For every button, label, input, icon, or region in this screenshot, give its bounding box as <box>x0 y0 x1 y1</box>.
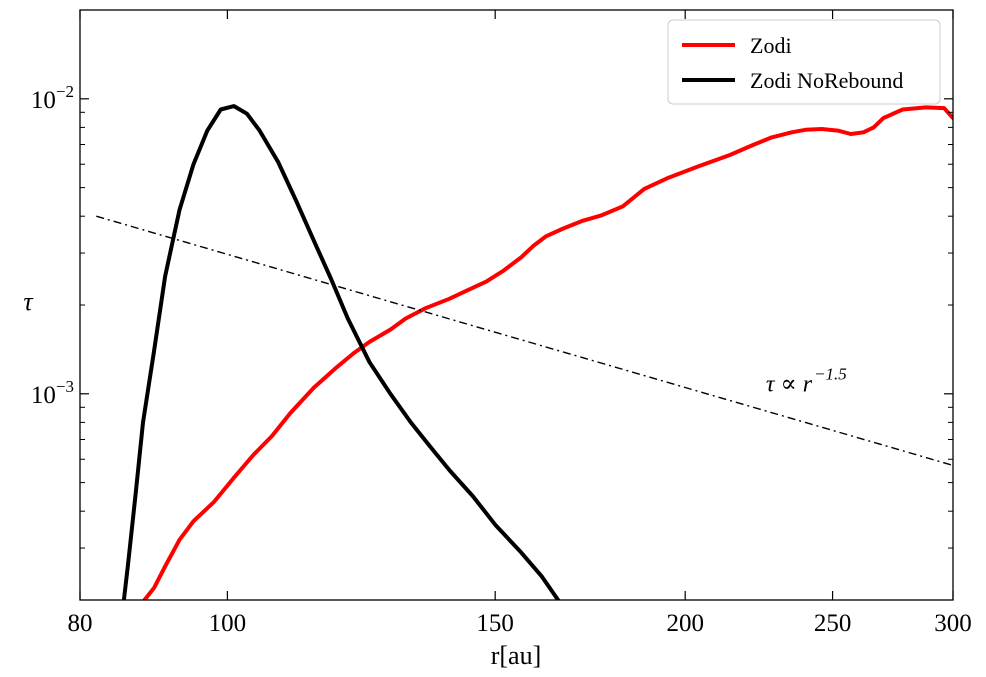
y-tick-label: 10−3 <box>31 377 74 409</box>
labels-layer: 80 100 150 200 250 300 10−3 10−2 <box>31 82 972 637</box>
series-line-2 <box>96 215 953 467</box>
annotation-power-law: τ ∝ r −1.5 <box>766 364 847 397</box>
x-tick-label: 150 <box>476 610 514 637</box>
x-tick-label: 200 <box>666 610 704 637</box>
legend-box <box>667 19 941 105</box>
annotation-exponent: −1.5 <box>814 364 847 383</box>
series-line-0 <box>142 105 953 600</box>
x-tick-label: 250 <box>814 610 852 637</box>
x-tick-label: 80 <box>68 610 93 637</box>
legend-label-zodi: Zodi <box>750 33 792 58</box>
series-layer <box>96 104 953 600</box>
legend: Zodi Zodi NoRebound <box>667 19 941 105</box>
annotation-text: τ ∝ r <box>766 371 813 397</box>
x-axis-label: r[au] <box>491 641 542 670</box>
plot-frame <box>79 9 954 601</box>
series-line-1 <box>121 104 561 600</box>
legend-label-zodi-norebound: Zodi NoRebound <box>750 68 903 93</box>
x-tick-label: 100 <box>209 610 247 637</box>
y-tick-label: 10−2 <box>31 82 74 114</box>
y-axis-label: τ <box>23 287 34 316</box>
x-tick-label: 300 <box>934 610 972 637</box>
